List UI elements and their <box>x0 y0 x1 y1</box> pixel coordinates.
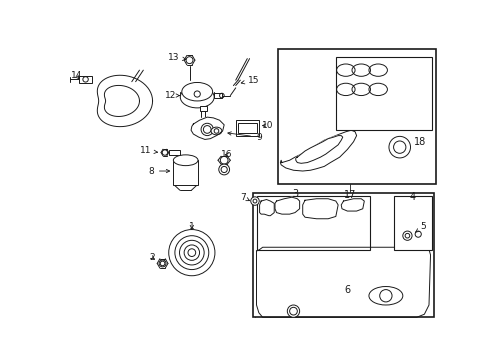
Circle shape <box>380 289 392 302</box>
Ellipse shape <box>211 127 222 135</box>
Circle shape <box>201 123 213 136</box>
Bar <box>236 120 259 136</box>
Ellipse shape <box>180 86 214 108</box>
Ellipse shape <box>182 82 213 101</box>
Text: 9: 9 <box>228 132 262 141</box>
Bar <box>214 93 222 98</box>
Text: 15: 15 <box>241 76 259 85</box>
Ellipse shape <box>173 155 198 166</box>
Bar <box>173 160 198 185</box>
Circle shape <box>175 236 209 270</box>
Bar <box>257 195 370 249</box>
Bar <box>169 150 179 155</box>
Text: 16: 16 <box>220 150 232 159</box>
Circle shape <box>179 240 204 265</box>
Polygon shape <box>260 199 274 216</box>
Text: 13: 13 <box>168 53 186 62</box>
Circle shape <box>389 136 411 158</box>
Bar <box>238 122 257 133</box>
Circle shape <box>251 197 259 205</box>
Text: 12: 12 <box>165 91 179 100</box>
Polygon shape <box>303 199 338 219</box>
Bar <box>278 49 436 184</box>
Polygon shape <box>257 247 431 317</box>
Bar <box>253 193 434 316</box>
Text: 6: 6 <box>344 285 350 294</box>
Text: 11: 11 <box>140 147 157 156</box>
Text: 2: 2 <box>149 253 155 262</box>
Polygon shape <box>275 197 300 214</box>
Ellipse shape <box>369 287 403 305</box>
Text: 8: 8 <box>148 167 170 176</box>
Text: 3: 3 <box>292 189 298 199</box>
Text: 7: 7 <box>240 193 249 202</box>
Text: 17: 17 <box>343 190 356 200</box>
Bar <box>336 57 432 130</box>
Bar <box>393 195 432 249</box>
Text: 1: 1 <box>189 222 195 231</box>
Circle shape <box>184 245 199 260</box>
Text: 10: 10 <box>262 121 273 130</box>
Circle shape <box>159 260 166 267</box>
Text: 4: 4 <box>410 192 416 202</box>
Bar <box>199 106 207 111</box>
Bar <box>79 76 92 83</box>
Text: 14: 14 <box>71 71 82 80</box>
Circle shape <box>287 305 300 317</box>
Circle shape <box>403 231 412 240</box>
Circle shape <box>219 164 229 175</box>
Polygon shape <box>280 130 357 171</box>
Polygon shape <box>341 199 365 211</box>
Text: 18: 18 <box>414 137 426 147</box>
Polygon shape <box>296 136 343 163</box>
Circle shape <box>169 230 215 276</box>
Polygon shape <box>191 117 224 139</box>
Text: 5: 5 <box>416 222 426 232</box>
